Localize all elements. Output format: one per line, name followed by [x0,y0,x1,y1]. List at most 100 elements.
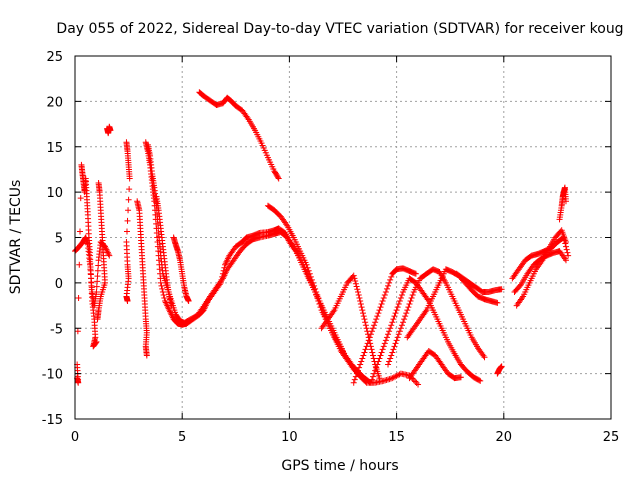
data-marks [72,89,572,388]
data-point [386,358,393,365]
series-track-t [494,363,505,377]
data-point [381,291,388,298]
data-point [394,304,401,311]
data-point [161,295,168,301]
series-track-c [94,180,109,323]
data-point [388,273,395,280]
data-point [357,301,364,308]
x-tick-label: 10 [281,430,298,445]
data-point [382,288,389,295]
data-point [403,310,410,317]
y-tick-label: -5 [50,322,63,337]
series-track-l [264,202,374,386]
series-track-x [556,184,569,223]
data-point [354,286,361,293]
data-point [402,313,409,320]
series-track-n [350,265,419,386]
data-point [168,302,175,309]
data-point [392,310,399,317]
data-point [385,282,392,289]
data-point [361,316,368,323]
y-tick-label: 10 [46,186,63,201]
data-point [370,352,377,359]
data-point [387,325,394,332]
data-point [374,313,381,320]
data-point [391,343,398,350]
data-point [394,334,401,341]
data-point [386,328,393,335]
y-tick-label: -10 [42,368,63,383]
data-point [380,295,387,301]
data-point [124,217,131,224]
data-point [94,316,101,323]
data-point [367,379,374,386]
data-point [106,252,113,259]
data-point [398,291,405,298]
x-tick-label: 5 [178,430,186,445]
x-axis-title: GPS time / hours [281,458,398,474]
data-point [314,291,321,298]
series-track-v [511,248,569,295]
data-point [373,316,380,323]
y-tick-label: 0 [55,277,63,292]
data-point [94,267,101,274]
data-point [362,346,369,353]
data-point [396,298,403,305]
data-point [317,301,324,308]
data-point [107,127,114,134]
data-point [360,313,367,320]
data-point [370,373,377,380]
data-point [125,196,132,203]
data-point [362,322,369,329]
data-point [381,340,388,347]
data-point [379,298,386,305]
data-point [367,331,374,338]
data-point [365,337,372,344]
series-track-e [123,139,133,305]
data-point [375,358,382,365]
data-point [395,301,402,308]
series-track-j [170,234,192,305]
data-point [124,298,131,305]
data-point [352,280,359,287]
data-point [360,310,367,317]
series-track-k [196,89,282,182]
data-point [405,304,412,311]
data-point [319,307,326,314]
data-point [357,361,364,368]
data-point [376,355,383,362]
data-point [355,367,362,374]
series-track-i [153,193,175,309]
data-point [353,283,360,290]
data-point [359,355,366,362]
data-point [361,349,368,356]
data-point [320,310,327,317]
data-point [366,334,373,341]
data-point [385,361,392,368]
data-point [94,278,101,285]
data-point [358,304,365,311]
data-point [382,337,389,344]
data-point [306,270,313,277]
series-track-w [513,227,569,309]
y-tick-label: -15 [42,413,63,428]
data-point [477,377,484,384]
data-point [356,295,363,301]
data-point [400,319,407,326]
data-point [563,246,570,253]
data-point [372,319,379,326]
data-point [564,249,571,256]
data-point [313,288,320,295]
data-point [370,355,377,362]
data-point [397,295,404,301]
y-axis-title: SDTVAR / TECUs [8,180,24,295]
data-point [95,262,102,269]
data-point [398,322,405,329]
data-point [357,298,364,305]
data-point [396,328,403,335]
series-track-g [142,139,422,388]
data-point [352,373,359,380]
data-point [312,285,319,292]
data-point [380,343,387,350]
data-point [379,346,386,353]
